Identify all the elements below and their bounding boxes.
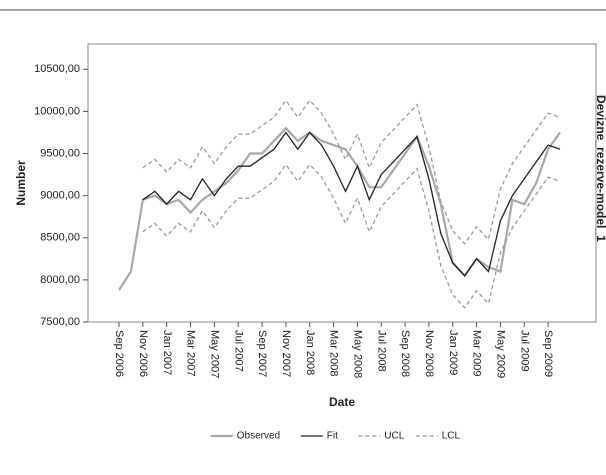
y-tick-label: 10500,00 — [34, 63, 80, 75]
x-tick-label: Sep 2008 — [399, 330, 411, 377]
x-tick-label: Nov 2006 — [137, 330, 149, 377]
x-tick-label: Mar 2007 — [185, 330, 197, 376]
series-line — [142, 131, 561, 277]
series-line — [118, 126, 561, 291]
x-tick-label: May 2008 — [351, 330, 363, 378]
y-tick-label: 7500,00 — [40, 316, 80, 328]
x-tick-label: Jul 2008 — [375, 330, 387, 372]
x-tick-label: Jul 2007 — [232, 330, 244, 372]
x-tick-label: Sep 2006 — [113, 330, 125, 377]
x-tick-label: Jul 2009 — [518, 330, 530, 372]
x-tick-label: Sep 2007 — [256, 330, 268, 377]
legend-label: UCL — [384, 431, 404, 442]
legend-label: LCL — [442, 431, 461, 442]
series-line — [142, 163, 561, 309]
legend-label: Fit — [327, 431, 338, 442]
x-tick-label: Sep 2009 — [542, 330, 554, 377]
x-tick-label: Nov 2008 — [423, 330, 435, 377]
legend-label: Observed — [237, 431, 280, 442]
x-tick-label: Nov 2007 — [280, 330, 292, 377]
x-tick-label: May 2009 — [495, 330, 507, 378]
x-axis-title: Date — [329, 395, 355, 409]
series-line — [142, 99, 561, 245]
right-title: Devizne_rezerve-model_1 — [594, 95, 606, 242]
x-tick-label: May 2007 — [208, 330, 220, 378]
y-axis-title: Number — [14, 160, 28, 206]
y-tick-label: 9000,00 — [40, 190, 80, 202]
x-tick-label: Jan 2008 — [304, 330, 316, 375]
y-tick-label: 9500,00 — [40, 147, 80, 159]
y-tick-label: 10000,00 — [34, 105, 80, 117]
y-tick-label: 8000,00 — [40, 274, 80, 286]
x-tick-label: Mar 2009 — [471, 330, 483, 376]
x-tick-label: Jan 2009 — [447, 330, 459, 375]
y-tick-label: 8500,00 — [40, 232, 80, 244]
x-tick-label: Mar 2008 — [328, 330, 340, 376]
x-tick-label: Jan 2007 — [161, 330, 173, 375]
